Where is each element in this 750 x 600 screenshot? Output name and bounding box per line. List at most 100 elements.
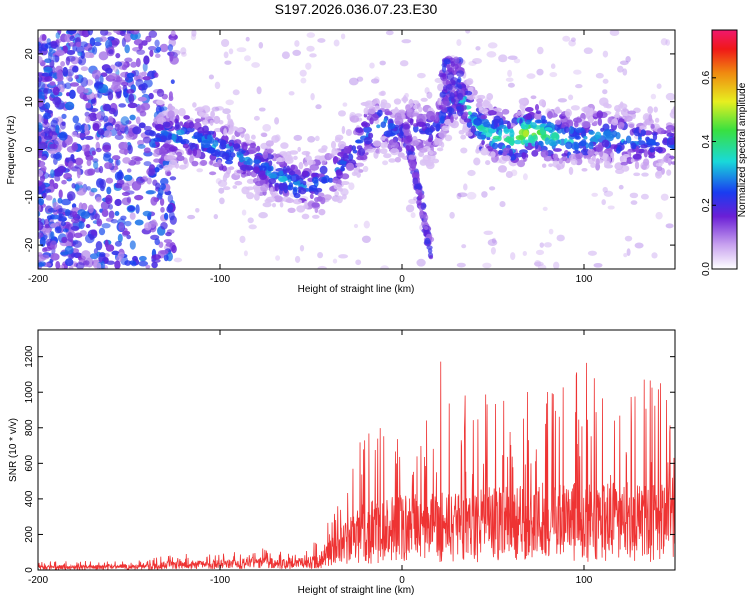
spectrogram-cell — [130, 30, 140, 35]
spectrogram-cell — [342, 153, 349, 162]
spectrogram-cell — [588, 141, 594, 150]
spectrogram-cell — [94, 213, 100, 220]
spectrogram-cell — [86, 186, 91, 191]
spectrogram-cell — [293, 134, 303, 141]
spectrogram-cell — [225, 160, 233, 165]
spectrogram-cell — [178, 164, 187, 170]
spectrogram-cell — [594, 131, 602, 139]
spectrogram-cell — [430, 115, 436, 121]
spectrogram-cell — [314, 196, 320, 203]
spectrogram-cell — [640, 129, 646, 136]
spectrogram-cell — [385, 30, 394, 36]
spectrogram-cell — [402, 95, 407, 104]
spectrogram-cell — [450, 115, 454, 124]
spectrogram-cell — [283, 185, 288, 194]
spectrogram-cell — [369, 62, 375, 69]
spectrogram-cell — [69, 82, 80, 87]
spectrogram-cell — [251, 62, 261, 68]
spectrogram-cell — [456, 192, 462, 200]
spectrogram-cell — [253, 115, 260, 121]
spectrogram-cell — [244, 55, 251, 62]
spectrogram-cell — [361, 121, 368, 128]
spectrogram-cell — [405, 104, 411, 112]
spectrogram-cell — [651, 139, 656, 146]
spectrogram-cell — [304, 162, 309, 167]
spectrogram-cell — [641, 164, 647, 170]
spectrogram-cell — [253, 159, 261, 164]
spectrogram-cell — [317, 251, 324, 259]
spectrogram-cell — [40, 160, 45, 168]
spectrogram-cell — [52, 201, 59, 211]
spectrogram-cell — [665, 39, 671, 46]
spectrogram-cell — [444, 134, 453, 142]
spectrogram-cell — [422, 154, 432, 162]
spectrogram-cell — [456, 262, 466, 268]
spectrogram-cell — [260, 183, 269, 193]
spectrogram-cell — [61, 236, 68, 244]
spectrogram-cell — [105, 244, 115, 252]
spectrogram-cell — [54, 226, 62, 234]
spectrogram-cell — [649, 146, 656, 153]
spectrogram-cell — [95, 196, 102, 203]
spectrogram-cell — [122, 230, 131, 236]
spectrogram-cell — [84, 150, 91, 158]
spectrogram-cell — [425, 161, 435, 170]
spectrogram-cell — [309, 164, 320, 171]
spectrogram-cell — [108, 49, 114, 55]
spectrogram-cell — [99, 30, 109, 36]
y-tick-label: 10 — [24, 96, 35, 108]
spectrogram-cell — [603, 160, 611, 168]
spectrogram-cell — [269, 186, 274, 196]
spectrogram-cell — [465, 131, 473, 137]
spectrogram-cell — [241, 186, 250, 195]
spectrogram-cell — [341, 125, 346, 135]
spectrogram-cell — [563, 126, 570, 133]
spectrogram-cell — [505, 77, 514, 82]
spectrogram-cell — [418, 191, 423, 199]
spectrogram-cell — [90, 229, 98, 236]
spectrogram-cell — [268, 160, 273, 167]
spectrogram-cell — [163, 154, 174, 162]
spectrogram-cell — [575, 83, 583, 89]
spectrogram-cell — [353, 223, 359, 229]
spectrogram-cell — [142, 62, 148, 72]
y-tick-label: 1000 — [24, 381, 35, 404]
spectrogram-cell — [114, 240, 122, 247]
spectrogram-cell — [49, 214, 60, 220]
spectrogram-cell — [617, 65, 624, 73]
figure-title: S197.2026.036.07.23.E30 — [275, 1, 438, 17]
spectrogram-cell — [534, 119, 542, 124]
spectrogram-cell — [555, 163, 565, 170]
spectrogram-cell — [410, 212, 416, 219]
spectrogram-cell — [321, 145, 328, 151]
spectrogram-cell — [284, 156, 294, 165]
spectrogram-cell — [601, 199, 606, 206]
spectrogram-cell — [394, 156, 402, 163]
spectrogram-cell — [117, 169, 123, 179]
spectrogram-cell — [355, 162, 365, 167]
spectrogram-cell — [129, 212, 136, 220]
spectrogram-cell — [218, 187, 225, 194]
spectrogram-cell — [42, 227, 51, 236]
spectrogram-cell — [420, 97, 428, 102]
spectrogram-cell — [570, 37, 576, 42]
x-tick-label: -100 — [210, 274, 230, 285]
spectrogram-cell — [139, 255, 147, 262]
spectrogram-cell — [187, 214, 196, 220]
spectrogram-cell — [462, 111, 469, 117]
spectrogram-cell — [343, 145, 351, 153]
spectrogram-cell — [301, 170, 309, 177]
spectrogram-cell — [363, 136, 373, 145]
spectrogram-cell — [522, 130, 529, 138]
spectrogram-cell — [118, 103, 127, 108]
spectrogram-cell — [268, 173, 278, 179]
spectrogram-cell — [163, 254, 169, 262]
spectrogram-cell — [58, 217, 67, 222]
spectrogram-cell — [129, 114, 136, 121]
spectrogram-cell — [225, 99, 234, 106]
spectrogram-cell — [176, 129, 185, 136]
spectrogram-cell — [150, 196, 158, 206]
spectrogram-cell — [258, 170, 266, 176]
spectrogram-cell — [262, 151, 269, 160]
